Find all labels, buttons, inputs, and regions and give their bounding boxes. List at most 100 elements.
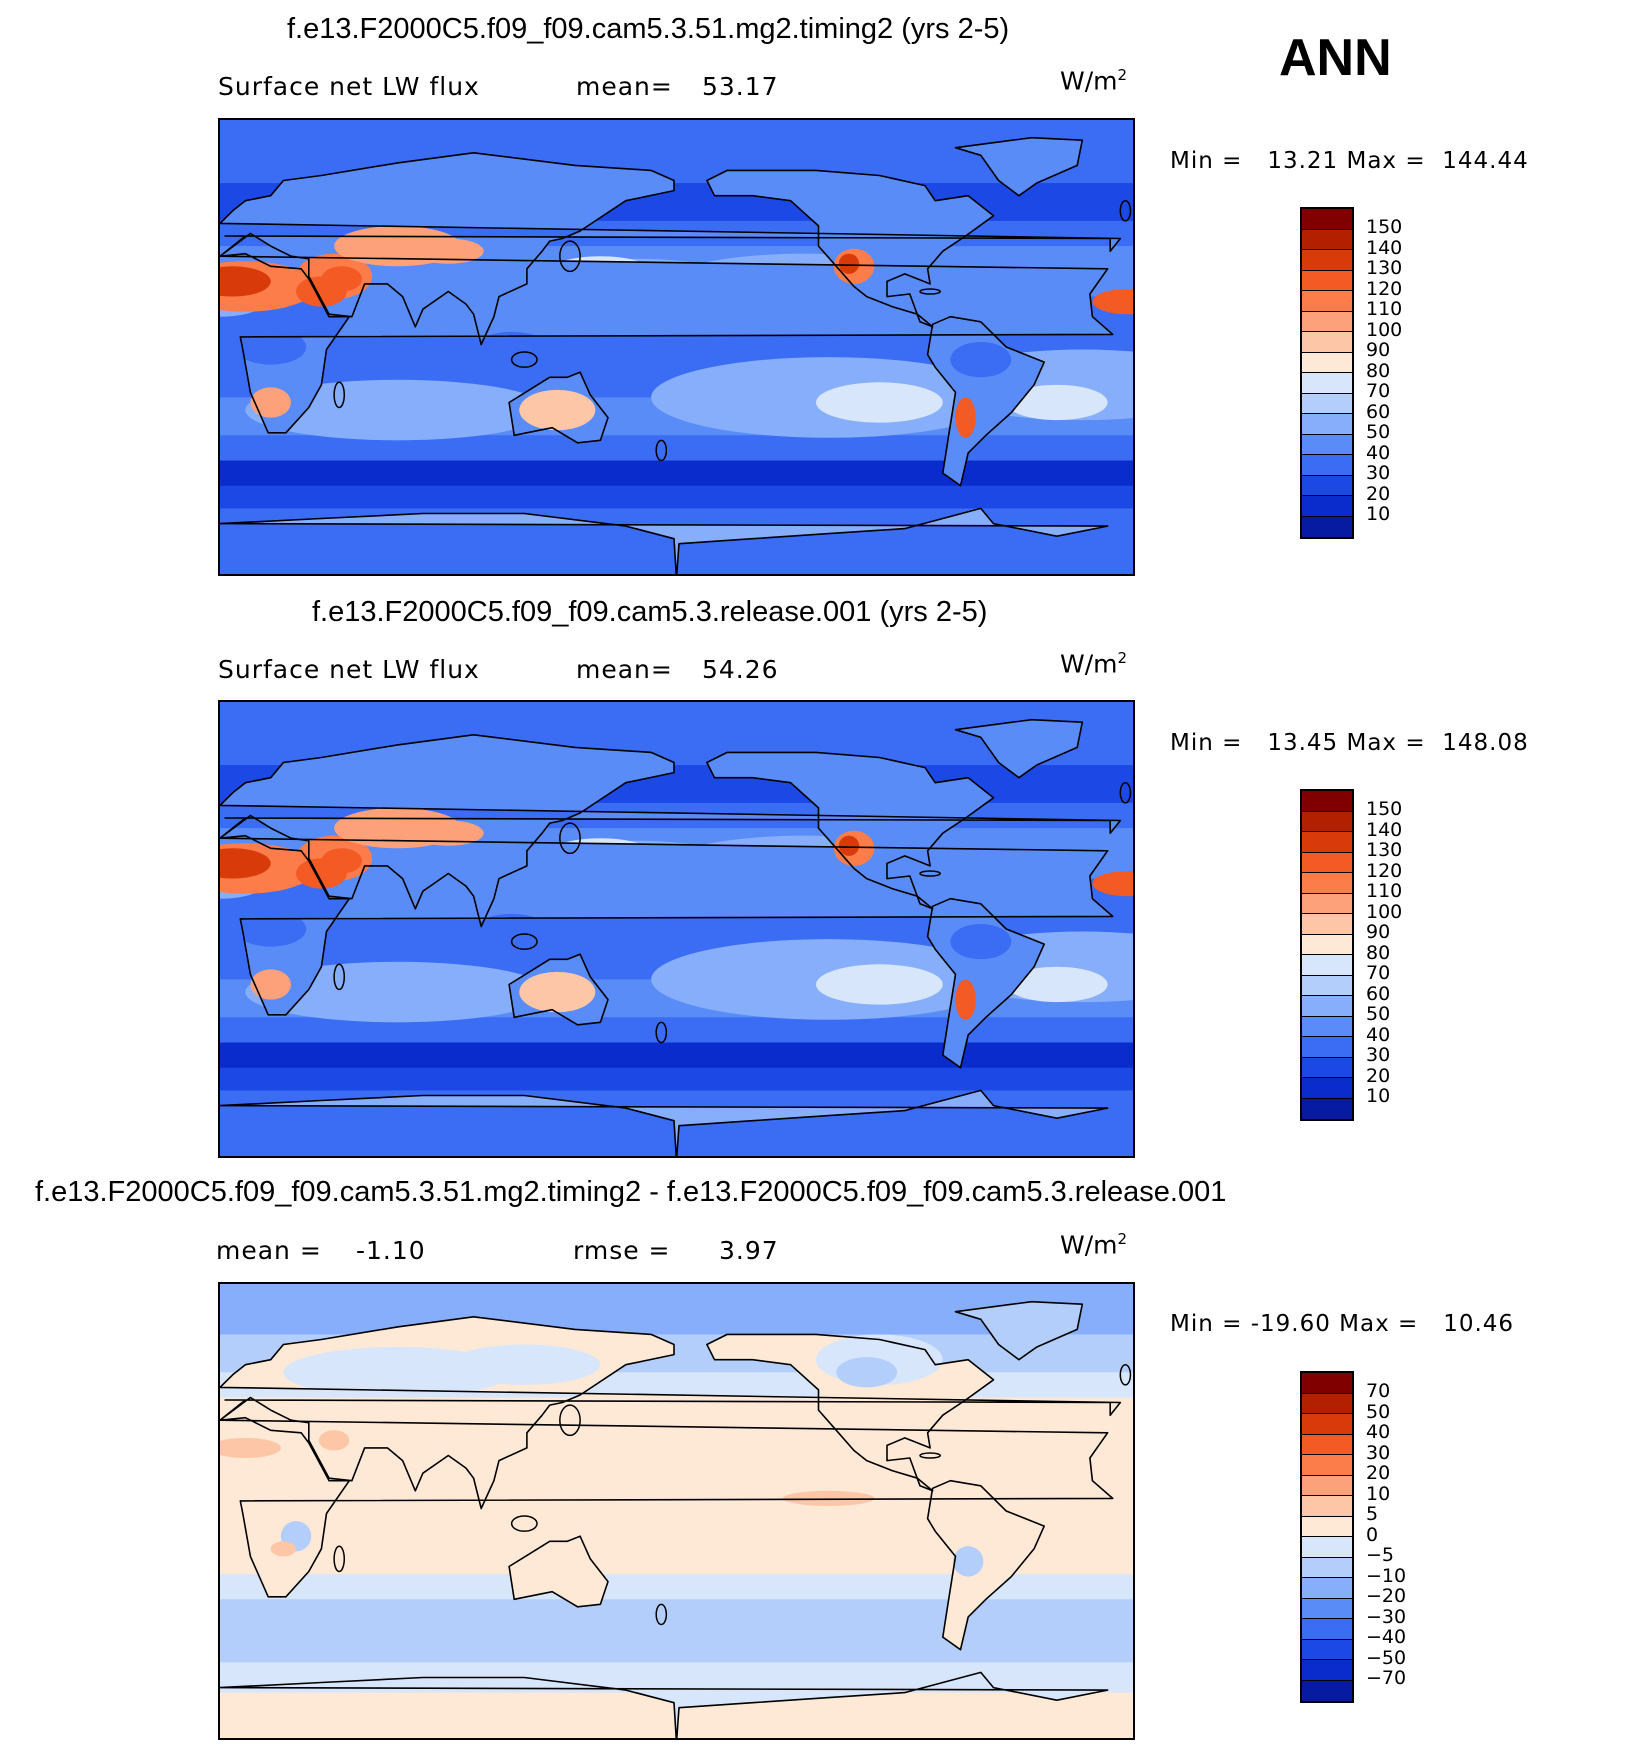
colorbar-tick-label: 40 <box>1366 441 1391 464</box>
colorbar-swatch <box>1302 1373 1352 1394</box>
colorbar-swatch <box>1302 1475 1352 1496</box>
panel-2-colorbar <box>1300 789 1354 1121</box>
colorbar-tick-label: 80 <box>1366 359 1391 382</box>
panel-1-mean-label: mean= <box>576 72 673 101</box>
colorbar-tick-label: −30 <box>1366 1605 1407 1628</box>
colorbar-swatch <box>1302 955 1352 976</box>
panel-3-colorbar <box>1300 1371 1354 1703</box>
colorbar-tick-label: −10 <box>1366 1564 1407 1587</box>
colorbar-swatch <box>1302 373 1352 394</box>
colorbar-tick-label: 20 <box>1366 1064 1391 1087</box>
colorbar-swatch <box>1302 811 1352 832</box>
panel-1-title: f.e13.F2000C5.f09_f09.cam5.3.51.mg2.timi… <box>287 13 1010 45</box>
colorbar-swatch <box>1302 209 1352 230</box>
colorbar-tick-label: 50 <box>1366 421 1391 443</box>
colorbar-swatch <box>1302 1516 1352 1537</box>
colorbar-tick-label: 90 <box>1366 339 1391 361</box>
colorbar-tick-label: 130 <box>1366 839 1403 861</box>
colorbar-tick-label: 90 <box>1366 921 1391 943</box>
colorbar-swatch <box>1302 1037 1352 1058</box>
colorbar-swatch <box>1302 791 1352 812</box>
colorbar-swatch <box>1302 1578 1352 1599</box>
panel-3-min-max: Min = -19.60 Max = 10.46 <box>1170 1311 1515 1337</box>
colorbar-swatch <box>1302 352 1352 373</box>
panel-2-units: W/m2 <box>1060 649 1127 678</box>
colorbar-tick-label: 70 <box>1366 962 1391 984</box>
panel-1-colorbar <box>1300 207 1354 539</box>
colorbar-swatch <box>1302 516 1352 537</box>
panel-1-units: W/m2 <box>1060 66 1127 95</box>
panel-1-units-exp: 2 <box>1117 66 1128 84</box>
colorbar-swatch <box>1302 475 1352 496</box>
season-label: ANN <box>1279 29 1392 87</box>
colorbar-tick-label: 60 <box>1366 982 1391 1005</box>
colorbar-swatch <box>1302 496 1352 517</box>
colorbar-swatch <box>1302 1455 1352 1476</box>
panel-2-variable-label: Surface net LW flux <box>218 655 480 684</box>
colorbar-swatch <box>1302 1537 1352 1558</box>
panel-1-units-base: W/m <box>1060 66 1118 96</box>
colorbar-tick-label: 120 <box>1366 859 1403 882</box>
colorbar-tick-label: 140 <box>1366 236 1403 259</box>
colorbar-swatch <box>1302 852 1352 873</box>
panel-1-min-max: Min = 13.21 Max = 144.44 <box>1170 148 1529 174</box>
colorbar-swatch <box>1302 1660 1352 1681</box>
panel-1-map <box>218 118 1135 576</box>
panel-2-units-base: W/m <box>1060 649 1118 679</box>
colorbar-swatch <box>1302 1598 1352 1619</box>
colorbar-swatch <box>1302 996 1352 1017</box>
colorbar-swatch <box>1302 1098 1352 1119</box>
colorbar-tick-label: 60 <box>1366 400 1391 423</box>
colorbar-swatch <box>1302 1557 1352 1578</box>
colorbar-swatch <box>1302 270 1352 291</box>
panel-3-units-exp: 2 <box>1117 1230 1128 1248</box>
colorbar-swatch <box>1302 1414 1352 1435</box>
colorbar-tick-label: 70 <box>1366 1380 1391 1402</box>
colorbar-swatch <box>1302 914 1352 935</box>
colorbar-tick-label: 20 <box>1366 482 1391 505</box>
colorbar-tick-label: 80 <box>1366 941 1391 964</box>
colorbar-tick-label: 30 <box>1366 462 1391 484</box>
panel-3-title: f.e13.F2000C5.f09_f09.cam5.3.51.mg2.timi… <box>35 1176 1227 1208</box>
panel-2-min-max: Min = 13.45 Max = 148.08 <box>1170 730 1529 756</box>
colorbar-swatch <box>1302 1680 1352 1701</box>
colorbar-swatch <box>1302 1639 1352 1660</box>
colorbar-tick-label: 0 <box>1366 1523 1379 1546</box>
colorbar-tick-label: 30 <box>1366 1441 1391 1464</box>
panel-1-variable-label: Surface net LW flux <box>218 72 480 101</box>
colorbar-tick-label: 120 <box>1366 277 1403 300</box>
colorbar-tick-label: 140 <box>1366 818 1403 841</box>
colorbar-swatch <box>1302 414 1352 435</box>
colorbar-tick-label: 110 <box>1366 880 1403 902</box>
colorbar-tick-label: −50 <box>1366 1646 1407 1669</box>
panel-2-mean-label: mean= <box>576 655 673 684</box>
colorbar-tick-label: 10 <box>1366 1085 1391 1107</box>
panel-3-units: W/m2 <box>1060 1230 1127 1259</box>
colorbar-tick-label: 5 <box>1366 1503 1379 1525</box>
colorbar-tick-label: 10 <box>1366 1482 1391 1505</box>
colorbar-swatch <box>1302 975 1352 996</box>
panel-3-rmse-value: 3.97 <box>719 1236 779 1265</box>
colorbar-tick-label: 40 <box>1366 1421 1391 1443</box>
panel-3-mean-label: mean = <box>216 1236 322 1265</box>
colorbar-swatch <box>1302 832 1352 853</box>
colorbar-swatch <box>1302 434 1352 455</box>
colorbar-swatch <box>1302 332 1352 353</box>
colorbar-swatch <box>1302 1434 1352 1455</box>
colorbar-swatch <box>1302 1078 1352 1099</box>
colorbar-swatch <box>1302 393 1352 414</box>
colorbar-tick-label: 100 <box>1366 900 1403 923</box>
panel-2-map <box>218 700 1135 1158</box>
colorbar-tick-label: −70 <box>1366 1667 1407 1689</box>
colorbar-tick-label: 150 <box>1366 798 1403 820</box>
colorbar-swatch <box>1302 873 1352 894</box>
colorbar-tick-label: 110 <box>1366 298 1403 320</box>
colorbar-swatch <box>1302 250 1352 271</box>
colorbar-tick-label: 50 <box>1366 1400 1391 1423</box>
colorbar-swatch <box>1302 1057 1352 1078</box>
colorbar-swatch <box>1302 1016 1352 1037</box>
colorbar-tick-label: 130 <box>1366 257 1403 279</box>
colorbar-swatch <box>1302 934 1352 955</box>
colorbar-tick-label: −40 <box>1366 1626 1407 1648</box>
panel-3-mean-value: -1.10 <box>356 1236 426 1265</box>
